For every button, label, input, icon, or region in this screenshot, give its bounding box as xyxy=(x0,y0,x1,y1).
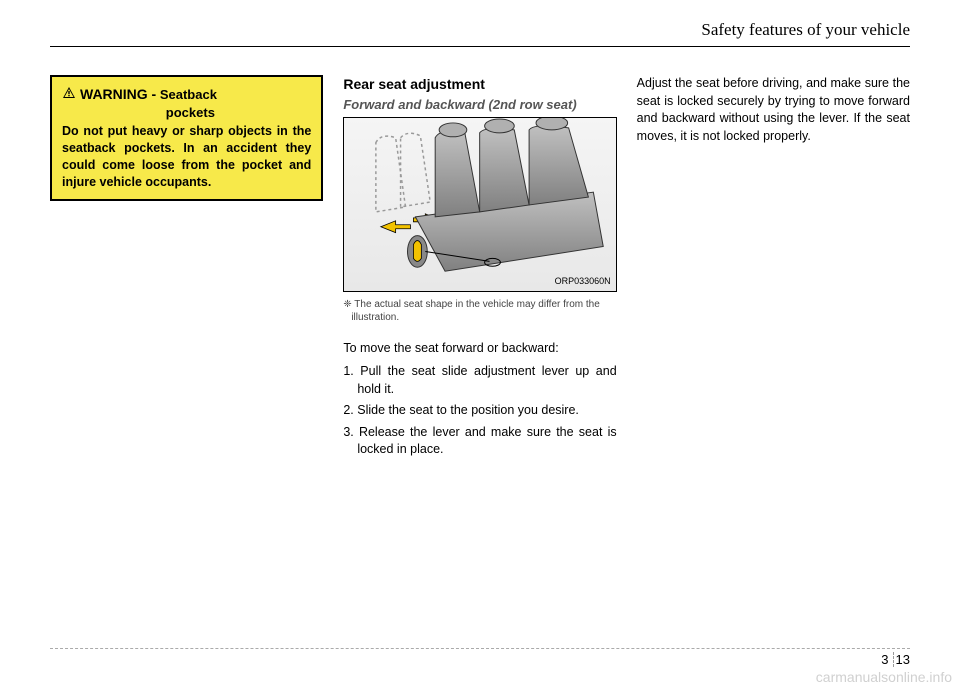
column-3: Adjust the seat before driving, and make… xyxy=(637,75,910,463)
page-footer: 313 xyxy=(881,652,910,667)
warning-body: Do not put heavy or sharp objects in the… xyxy=(62,123,311,191)
col3-para: Adjust the seat before driving, and make… xyxy=(637,75,910,145)
warning-title: WARNING - Seatback pockets xyxy=(62,85,311,121)
step-1: 1. Pull the seat slide adjustment lever … xyxy=(343,363,616,398)
content-columns: WARNING - Seatback pockets Do not put he… xyxy=(50,75,910,463)
seat-illustration xyxy=(344,118,615,291)
page-number: 13 xyxy=(896,652,910,667)
warning-subject-2: pockets xyxy=(80,104,217,122)
intro-text: To move the seat forward or backward: xyxy=(343,340,616,358)
warning-icon xyxy=(62,86,76,102)
figure-caption: ❈ The actual seat shape in the vehicle m… xyxy=(343,298,616,324)
column-1: WARNING - Seatback pockets Do not put he… xyxy=(50,75,323,463)
footer-divider xyxy=(50,648,910,649)
figure-label: ORP033060N xyxy=(555,275,611,288)
chapter-number: 3 xyxy=(881,652,893,667)
watermark: carmanualsonline.info xyxy=(816,669,952,685)
section-title: Rear seat adjustment xyxy=(343,75,616,95)
warning-box: WARNING - Seatback pockets Do not put he… xyxy=(50,75,323,201)
column-2: Rear seat adjustment Forward and backwar… xyxy=(343,75,616,463)
step-3: 3. Release the lever and make sure the s… xyxy=(343,424,616,459)
warning-subject-1: Seatback xyxy=(160,87,217,102)
warning-label: WARNING - Seatback pockets xyxy=(80,85,217,121)
seat-figure: ORP033060N xyxy=(343,117,616,292)
step-2: 2. Slide the seat to the position you de… xyxy=(343,402,616,420)
warning-word: WARNING - xyxy=(80,86,156,102)
manual-page: Safety features of your vehicle WARNIN xyxy=(0,0,960,689)
page-header: Safety features of your vehicle xyxy=(50,20,910,47)
section-subtitle: Forward and backward (2nd row seat) xyxy=(343,97,616,113)
